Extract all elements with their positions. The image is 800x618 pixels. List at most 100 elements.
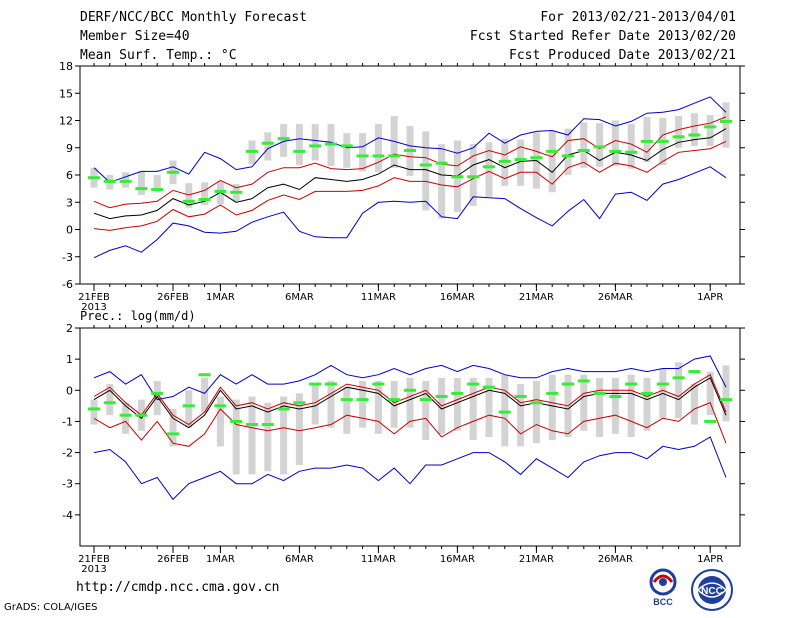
observation-mark [688, 370, 701, 374]
observation-mark [451, 391, 464, 395]
observation-mark [88, 407, 100, 411]
observation-mark [609, 395, 622, 399]
observation-mark [625, 382, 638, 386]
observation-mark [230, 419, 243, 423]
ensemble-box [548, 131, 556, 193]
ensemble-box [706, 371, 714, 416]
series-upper-spread [93, 373, 727, 426]
observation-mark [309, 382, 322, 386]
ensemble-box [469, 144, 477, 206]
observation-mark [277, 137, 290, 141]
ensemble-box [611, 120, 619, 166]
observation-mark [404, 388, 416, 392]
observation-mark [688, 133, 701, 137]
observation-mark [720, 398, 732, 402]
x-tick-label: 26MAR [598, 292, 633, 303]
ensemble-box [264, 132, 272, 161]
observation-mark [467, 175, 480, 179]
footer-url: http://cmdp.ncc.cma.gov.cn [76, 580, 280, 595]
observation-mark [562, 382, 574, 386]
observation-mark [656, 382, 669, 386]
observation-mark [404, 148, 416, 152]
observation-mark [103, 179, 116, 183]
series-ensemble-max [93, 355, 727, 401]
header-right: For 2013/02/21-2013/04/01 Fcst Started R… [470, 8, 736, 65]
ensemble-box [343, 133, 351, 168]
observation-mark [672, 376, 685, 380]
y-tick-label: 15 [59, 87, 73, 100]
ncc-logo: NCC [691, 569, 733, 611]
y-tick-label: 1 [66, 353, 73, 366]
observation-mark [704, 125, 717, 129]
observation-mark [214, 404, 227, 408]
observation-mark [167, 432, 179, 436]
ensemble-box [137, 171, 145, 195]
header-start-date: Fcst Started Refer Date 2013/02/20 [469, 29, 736, 44]
observation-mark [641, 139, 653, 143]
y-tick-label: 0 [66, 224, 73, 237]
observation-mark [577, 148, 590, 152]
ensemble-box [690, 384, 698, 425]
ensemble-box [201, 377, 209, 413]
ensemble-box [469, 377, 477, 441]
observation-mark [562, 154, 574, 158]
observation-mark [593, 145, 606, 149]
series-ensemble-min [93, 436, 727, 501]
ensemble-box [185, 390, 193, 428]
observation-mark [372, 382, 385, 386]
header-variable: Mean Surf. Temp.: °C [80, 48, 237, 63]
ensemble-box [675, 115, 683, 148]
observation-mark [593, 391, 606, 395]
x-tick-label: 21FEB [78, 554, 110, 565]
x-tick-label: 6MAR [285, 554, 314, 565]
y-tick-label: -6 [62, 278, 73, 291]
observation-mark [609, 149, 622, 153]
ensemble-box [216, 396, 224, 447]
observation-mark [340, 398, 353, 402]
ensemble-box [311, 124, 319, 161]
ensemble-box [611, 377, 619, 434]
plot-frame-1 [79, 327, 741, 547]
header-left: DERF/NCC/BCC Monthly Forecast Member Siz… [80, 8, 307, 65]
ensemble-box [90, 399, 98, 425]
ensemble-box [517, 139, 525, 186]
ensemble-box [532, 380, 540, 444]
y-tick-label: -1 [62, 415, 73, 428]
y-tick-label: 2 [66, 322, 73, 335]
series-upper-spread [93, 116, 727, 209]
ensemble-box [201, 182, 209, 205]
ensemble-box [169, 408, 177, 447]
x-tick-label: 26FEB [157, 292, 189, 303]
ensemble-box [327, 380, 335, 428]
ensemble-box [406, 377, 414, 428]
ensemble-box [359, 380, 367, 428]
ensemble-box [374, 124, 382, 173]
y-tick-label: -3 [62, 478, 73, 491]
ncc-logo-text: NCC [701, 586, 723, 597]
ensemble-box [453, 377, 461, 431]
ensemble-box [374, 380, 382, 434]
ensemble-box [153, 380, 161, 416]
x-tick-label: 21FEB [78, 292, 110, 303]
observation-mark [530, 401, 543, 405]
header-produced-date: Fcst Produced Date 2013/02/21 [509, 48, 736, 63]
ensemble-box [295, 124, 303, 166]
observation-mark [672, 135, 685, 139]
y-tick-label: 18 [59, 60, 73, 73]
ensemble-box [643, 377, 651, 431]
y-tick-label: -3 [62, 251, 73, 264]
y-tick-label: 6 [66, 169, 73, 182]
ensemble-box [359, 133, 367, 172]
x-tick-label: 1APR [697, 554, 723, 565]
ensemble-box [311, 384, 319, 425]
x-tick-label: 26MAR [598, 554, 633, 565]
observation-mark [119, 413, 132, 417]
y-tick-label: 3 [66, 196, 73, 209]
series-ensemble-min [93, 166, 727, 259]
ensemble-box [627, 124, 635, 169]
ensemble-box [485, 377, 493, 437]
x-tick-label: 1MAR [206, 292, 235, 303]
observation-mark [151, 188, 164, 192]
x-tick-label: 21MAR [519, 554, 554, 565]
